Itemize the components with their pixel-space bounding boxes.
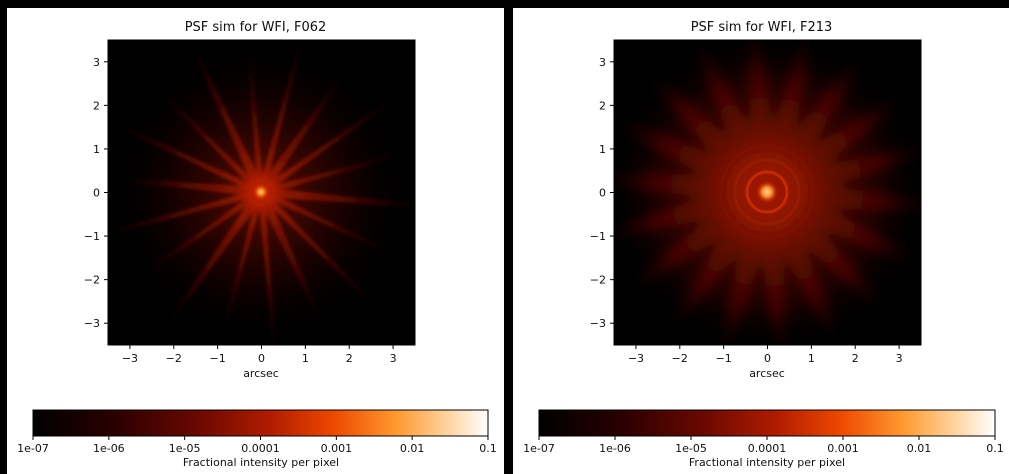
- x-axis: −3 −2 −1 0 1 2 3: [122, 345, 397, 365]
- x-tick-label: 3: [896, 352, 903, 365]
- y-tick-label: 0: [599, 187, 606, 200]
- y-axis: 3 2 1 0 −1 −2 −3: [84, 56, 108, 330]
- x-tick-label: 0: [258, 352, 265, 365]
- y-tick-label: 1: [599, 143, 606, 156]
- x-axis-label: arcsec: [243, 367, 279, 380]
- y-tick-label: −1: [84, 230, 100, 243]
- x-tick-label: −2: [166, 352, 182, 365]
- y-tick-label: 3: [599, 56, 606, 69]
- x-axis-label: arcsec: [749, 367, 785, 380]
- y-tick-label: −2: [84, 274, 100, 287]
- x-tick-label: −2: [672, 352, 688, 365]
- panel-title: PSF sim for WFI, F213: [690, 20, 833, 35]
- psf-image: [614, 40, 921, 345]
- y-tick-label: −1: [590, 230, 606, 243]
- psf-image: [108, 40, 415, 345]
- y-tick-label: 3: [93, 56, 100, 69]
- colorbar-ticks: 1e-07 1e-06 1e-05 0.0001 0.001 0.01 0.1: [17, 436, 497, 455]
- colorbar-tick-label: 0.01: [400, 442, 425, 455]
- colorbar-tick-label: 1e-06: [93, 442, 125, 455]
- y-tick-label: −3: [84, 317, 100, 330]
- x-tick-label: −3: [628, 352, 644, 365]
- psf-panel-f062: PSF sim for WFI, F062: [7, 8, 504, 474]
- x-axis: −3 −2 −1 0 1 2 3: [628, 345, 903, 365]
- y-tick-label: 1: [93, 143, 100, 156]
- colorbar-label: Fractional intensity per pixel: [689, 456, 845, 469]
- x-tick-label: 2: [852, 352, 859, 365]
- x-tick-label: 1: [808, 352, 815, 365]
- colorbar-tick-label: 1e-07: [17, 442, 49, 455]
- colorbar-tick-label: 1e-05: [169, 442, 201, 455]
- colorbar-tick-label: 1e-05: [675, 442, 707, 455]
- colorbar-tick-label: 0.0001: [241, 442, 280, 455]
- y-tick-label: 0: [93, 187, 100, 200]
- colorbar-tick-label: 0.001: [827, 442, 859, 455]
- x-tick-label: −1: [716, 352, 732, 365]
- x-tick-label: 3: [390, 352, 397, 365]
- y-tick-label: 2: [599, 99, 606, 112]
- colorbar-tick-label: 1e-06: [599, 442, 631, 455]
- y-axis: 3 2 1 0 −1 −2 −3: [590, 56, 614, 330]
- y-tick-label: −2: [590, 274, 606, 287]
- x-tick-label: 1: [302, 352, 309, 365]
- colorbar-tick-label: 0.01: [907, 442, 932, 455]
- y-tick-label: 2: [93, 99, 100, 112]
- panel-title: PSF sim for WFI, F062: [184, 20, 327, 35]
- psf-panel-f213: PSF sim for WFI, F213: [513, 8, 1009, 474]
- colorbar-tick-label: 0.001: [321, 442, 353, 455]
- x-tick-label: −1: [210, 352, 226, 365]
- colorbar-tick-label: 0.0001: [748, 442, 787, 455]
- y-tick-label: −3: [590, 317, 606, 330]
- colorbar-label: Fractional intensity per pixel: [183, 456, 339, 469]
- colorbar-tick-label: 0.1: [479, 442, 497, 455]
- colorbar: [538, 409, 996, 437]
- colorbar-tick-label: 1e-07: [523, 442, 555, 455]
- x-tick-label: 0: [764, 352, 771, 365]
- colorbar: [32, 409, 489, 437]
- colorbar-tick-label: 0.1: [986, 442, 1004, 455]
- colorbar-ticks: 1e-07 1e-06 1e-05 0.0001 0.001 0.01 0.1: [523, 436, 1004, 455]
- x-tick-label: −3: [122, 352, 138, 365]
- x-tick-label: 2: [346, 352, 353, 365]
